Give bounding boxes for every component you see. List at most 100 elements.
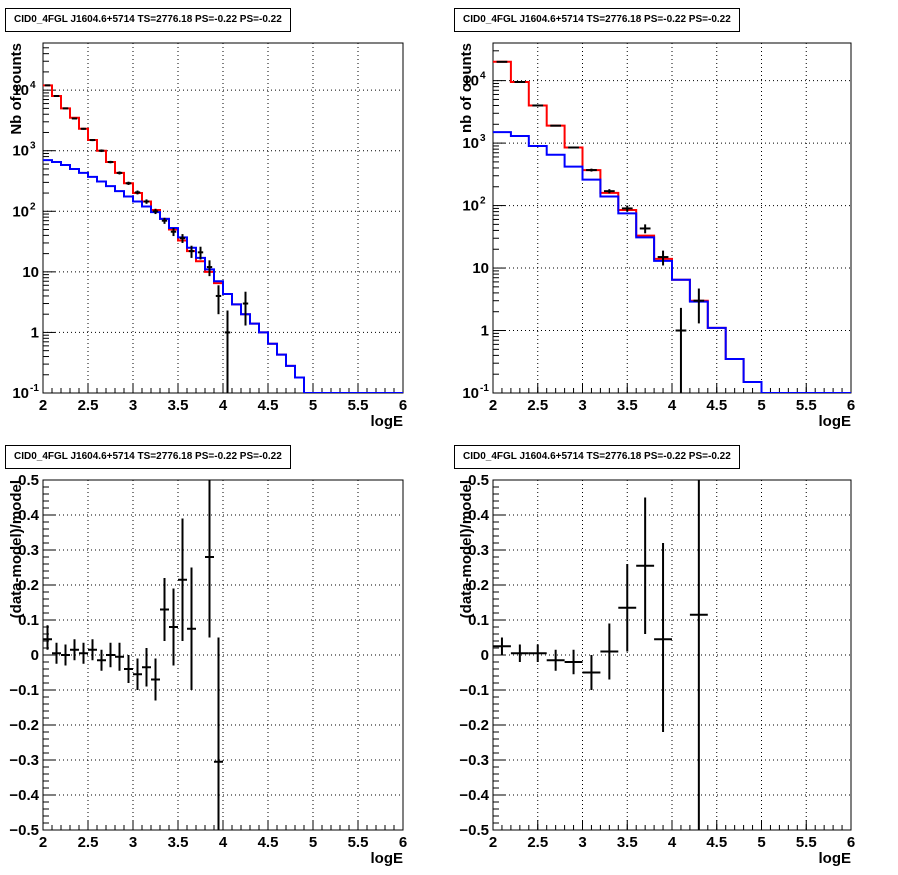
y-tick-label: 0.3	[18, 542, 39, 559]
x-tick-label: 2.5	[78, 834, 99, 851]
data-point	[44, 84, 51, 87]
data-point	[179, 234, 186, 243]
data-point	[52, 642, 61, 664]
data-point	[224, 310, 231, 393]
y-tick-label: −0.1	[459, 682, 489, 699]
data-point	[133, 658, 142, 690]
plot-frame	[492, 479, 852, 831]
x-tick-label: 2	[489, 397, 497, 414]
data-point	[88, 639, 97, 661]
data-point	[161, 217, 168, 224]
x-tick-label: 6	[399, 834, 407, 851]
data-point	[89, 139, 96, 142]
data-point	[169, 588, 178, 666]
y-tick-exponent: 4	[30, 80, 36, 91]
x-tick-label: 5	[309, 397, 317, 414]
x-tick-label: 5.5	[348, 397, 369, 414]
data-point	[215, 285, 222, 315]
x-axis-title: logE	[819, 850, 852, 867]
pad-top-right: CID0_4FGL J1604.6+5714 TS=2776.18 PS=-0.…	[449, 0, 898, 437]
y-tick-label: 10	[462, 385, 479, 402]
y-tick-label: 0.1	[468, 612, 489, 629]
data-point	[160, 578, 169, 641]
x-tick-label: 5	[757, 397, 765, 414]
data-point	[532, 104, 544, 107]
data-point	[528, 644, 547, 662]
x-axis-title: logE	[371, 413, 404, 430]
data-point	[657, 250, 669, 266]
data-point	[197, 246, 204, 260]
y-tick-label: 10	[462, 135, 479, 152]
pad-bottom-right: CID0_4FGL J1604.6+5714 TS=2776.18 PS=-0.…	[449, 437, 898, 874]
x-tick-label: 4	[219, 834, 228, 851]
data-point	[70, 639, 79, 661]
data-point	[675, 307, 687, 393]
data-point	[586, 168, 597, 172]
y-tick-label: 0.3	[468, 542, 489, 559]
data-point	[97, 649, 106, 671]
y-tick-label: −0.4	[9, 787, 39, 804]
data-point	[62, 107, 69, 110]
data-point	[493, 637, 511, 655]
y-tick-label: 0.2	[468, 577, 489, 594]
x-axis-title: logE	[819, 413, 852, 430]
x-tick-label: 6	[847, 397, 855, 414]
y-tick-exponent: 2	[30, 201, 36, 212]
x-tick-label: 2	[489, 834, 497, 851]
data-point	[636, 497, 655, 634]
y-tick-label: −0.2	[9, 717, 39, 734]
x-tick-label: 3	[129, 834, 137, 851]
x-tick-label: 4	[219, 397, 228, 414]
data-point	[134, 190, 141, 195]
plot-frame	[42, 42, 404, 394]
y-tick-label: 1	[481, 323, 489, 340]
y-tick-label: −0.3	[459, 752, 489, 769]
y-tick-label: 0.4	[468, 507, 490, 524]
data-point	[568, 146, 579, 149]
data-point	[603, 189, 615, 194]
x-tick-label: 3	[578, 834, 586, 851]
y-tick-label: 0.2	[18, 577, 39, 594]
y-tick-label: 0.4	[18, 507, 40, 524]
y-tick-label: 0.5	[468, 472, 489, 489]
data-point	[214, 637, 223, 830]
data-point	[125, 181, 132, 185]
data-point	[188, 245, 195, 258]
y-tick-label: 0.5	[18, 472, 39, 489]
data-point	[206, 260, 213, 277]
chart-title: CID0_4FGL J1604.6+5714 TS=2776.18 PS=-0.…	[454, 445, 740, 469]
x-tick-label: 3	[129, 397, 137, 414]
x-tick-label: 6	[847, 834, 855, 851]
data-point	[71, 117, 78, 120]
plot-svg: 2 2.5 3 3.5 4 4.5 5 5.5 6 0.5 0.4 0.3 0.2 0.1 0 −0.1 −0.…	[8, 472, 407, 867]
y-tick-label: 0	[481, 647, 489, 664]
data-point	[178, 518, 187, 641]
y-axis-title: Nb of counts	[8, 43, 25, 135]
y-tick-label: 10	[472, 260, 489, 277]
y-tick-exponent: 3	[30, 141, 36, 152]
y-tick-exponent: -1	[30, 383, 39, 394]
y-axis-title: nb of counts	[458, 43, 475, 133]
data-point	[107, 160, 114, 164]
pad-bottom-left: CID0_4FGL J1604.6+5714 TS=2776.18 PS=-0.…	[0, 437, 449, 874]
data-point	[142, 648, 151, 687]
data-point	[546, 649, 565, 671]
y-tick-label: −0.5	[9, 822, 39, 839]
data-point	[170, 227, 177, 237]
y-tick-label: 10	[12, 385, 29, 402]
y-tick-label: 10	[12, 203, 29, 220]
y-axis-title: (data-model)/model	[8, 480, 25, 618]
data-point	[618, 564, 637, 652]
chart-title: CID0_4FGL J1604.6+5714 TS=2776.18 PS=-0.…	[5, 445, 291, 469]
x-tick-label: 5.5	[796, 834, 817, 851]
data-point	[115, 642, 124, 671]
plot-frame	[42, 479, 404, 831]
series-blue-step	[493, 131, 851, 393]
data-point	[564, 649, 583, 675]
x-tick-label: 3.5	[168, 397, 189, 414]
y-tick-label: −0.1	[9, 682, 39, 699]
x-tick-label: 3.5	[617, 397, 638, 414]
data-point	[124, 655, 133, 683]
